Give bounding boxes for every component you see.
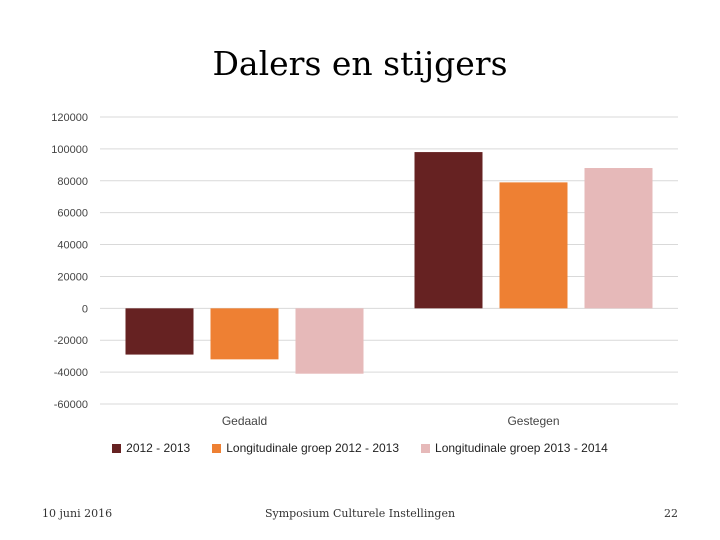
footer-page-number: 22 — [664, 507, 678, 520]
bar-gedaald-series-3 — [295, 308, 364, 374]
bar-gestegen-series-2 — [499, 182, 568, 309]
footer-date: 10 juni 2016 — [42, 507, 113, 520]
chart-legend: 2012 - 2013 Longitudinale groep 2012 - 20… — [0, 441, 720, 455]
legend-item: Longitudinale groep 2013 - 2014 — [421, 441, 608, 455]
y-tick-label: 100000 — [51, 144, 88, 156]
legend-item: Longitudinale groep 2012 - 2013 — [212, 441, 399, 455]
slide-title: Dalers en stijgers — [212, 44, 508, 83]
x-category-label: Gestegen — [507, 414, 559, 428]
bars — [125, 152, 653, 374]
legend-label: Longitudinale groep 2012 - 2013 — [226, 441, 400, 455]
bar-gedaald-series-1 — [125, 308, 194, 355]
y-tick-label: 80000 — [57, 176, 88, 188]
legend-swatch — [421, 443, 431, 453]
y-tick-label: 0 — [82, 303, 88, 315]
legend-swatch — [212, 443, 222, 453]
y-tick-label: -40000 — [54, 367, 88, 379]
x-axis-categories: Gedaald Gestegen — [222, 414, 560, 428]
bar-gestegen-series-3 — [584, 168, 653, 309]
y-tick-label: 40000 — [57, 240, 88, 252]
legend-label: 2012 - 2013 — [126, 441, 191, 455]
y-tick-label: -20000 — [54, 335, 88, 347]
y-tick-label: 60000 — [57, 208, 88, 220]
y-tick-label: 20000 — [57, 271, 88, 283]
x-category-label: Gedaald — [222, 414, 267, 428]
legend-swatch — [112, 443, 122, 453]
grid-lines — [100, 116, 678, 405]
legend-item: 2012 - 2013 — [112, 441, 190, 455]
y-tick-label: -60000 — [54, 399, 88, 411]
y-axis-ticks: 120000 100000 80000 60000 40000 20000 0 -20000 -… — [51, 112, 88, 411]
y-tick-label: 120000 — [51, 112, 88, 124]
bar-gestegen-series-1 — [414, 152, 483, 309]
bar-gedaald-series-2 — [210, 308, 279, 360]
footer-event: Symposium Culturele Instellingen — [264, 507, 456, 520]
legend-label: Longitudinale groep 2013 - 2014 — [435, 441, 608, 455]
